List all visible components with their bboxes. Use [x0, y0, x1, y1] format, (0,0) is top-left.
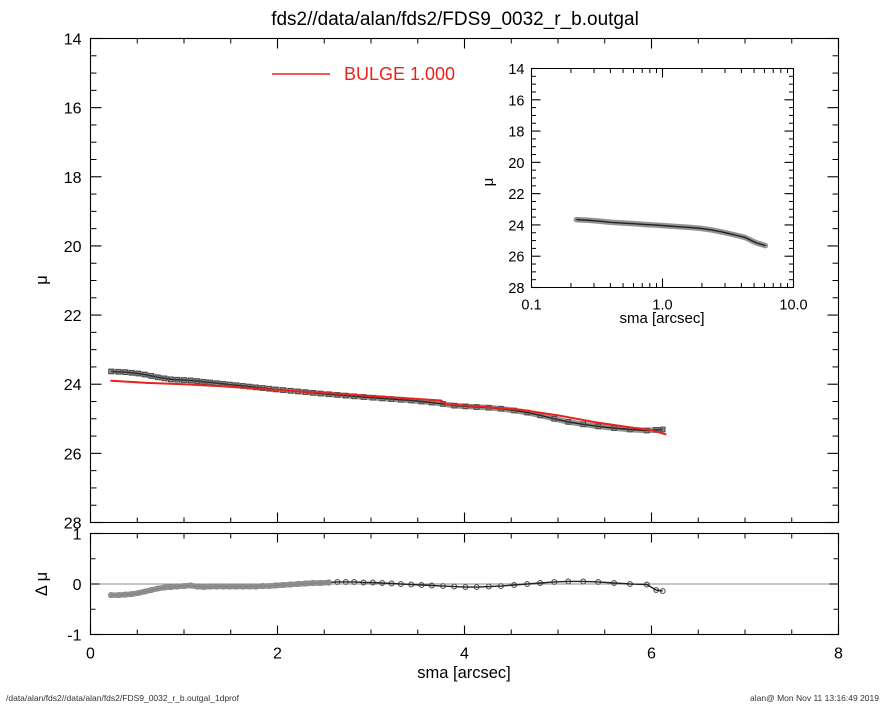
- inset-ytick-label: 18: [508, 125, 524, 141]
- data-point-marker: [128, 369, 135, 376]
- residual-xtick-label: 0: [86, 646, 95, 663]
- main-ytick-label: 22: [64, 308, 82, 325]
- data-point-marker: [551, 415, 558, 422]
- data-point-marker: [253, 384, 259, 391]
- main-ytick-label: 16: [64, 101, 82, 118]
- inset-panel-tick-labels: 14 16 18 20 22 24 26 280.1 1.0 10.0: [508, 62, 807, 314]
- inset-ytick-label: 14: [508, 62, 524, 78]
- page-title: fds2//data/alan/fds2/FDS9_0032_r_b.outga…: [271, 9, 639, 30]
- main-ytick-label: 14: [64, 32, 82, 49]
- main-ytick-label: 18: [64, 170, 82, 187]
- inset-ytick-label: 28: [508, 281, 524, 297]
- residual-xtick-label: 8: [834, 646, 843, 663]
- residual-y-axis-label: Δ μ: [33, 572, 51, 596]
- data-point-marker: [108, 368, 114, 375]
- main-y-axis-label: μ: [33, 275, 51, 285]
- residual-panel-ticks: [89, 532, 840, 636]
- residual-xtick-label: 2: [273, 646, 282, 663]
- data-point-marker: [122, 369, 128, 375]
- data-point-marker: [181, 377, 187, 383]
- data-point-marker: [154, 374, 161, 381]
- residual-xtick-label: 6: [647, 646, 656, 663]
- main-ytick-label: 26: [64, 446, 82, 463]
- data-point-marker: [580, 421, 587, 428]
- inset-x-axis-label: sma [arcsec]: [619, 310, 704, 327]
- inset-ytick-label: 24: [508, 218, 524, 234]
- inset-panel: 14 16 18 20 22 24 26 280.1 1.0 10.0 μ sma [arcsec…: [480, 62, 808, 327]
- main-panel: 14 16 18 20 22 24 26 28 μ: [33, 32, 840, 533]
- main-ytick-label: 24: [64, 377, 82, 394]
- data-point-marker: [595, 423, 602, 430]
- data-point-marker: [174, 376, 181, 383]
- data-point-marker: [187, 377, 194, 384]
- residual-xtick-label: 4: [460, 646, 469, 663]
- residual-panel-tick-labels: -1 0 1 0 2 4 6 8: [67, 527, 843, 663]
- inset-panel-ticks: [530, 67, 795, 289]
- data-point-marker: [511, 407, 517, 414]
- data-point-marker: [200, 378, 207, 385]
- inset-ytick-label: 22: [508, 187, 524, 203]
- inset-ytick-label: 16: [508, 93, 524, 109]
- data-point-marker: [115, 368, 122, 375]
- inset-ytick-label: 20: [508, 156, 524, 172]
- main-ytick-label: 20: [64, 239, 82, 256]
- residual-error-band: [108, 579, 332, 598]
- inset-ytick-label: 26: [508, 250, 524, 266]
- footer-user-timestamp: alan@ Mon Nov 11 13:16:49 2019: [750, 693, 879, 703]
- inset-xtick-label: 1.0: [652, 298, 672, 314]
- data-point-marker: [565, 419, 572, 425]
- inset-data-curve: [576, 218, 766, 247]
- residual-ytick-label: -1: [67, 628, 81, 645]
- data-point-marker: [659, 426, 666, 433]
- data-point-marker: [135, 370, 142, 377]
- legend: BULGE 1.000: [272, 64, 455, 84]
- data-point-marker: [168, 376, 174, 383]
- data-point-marker: [148, 373, 155, 379]
- residual-panel: -1 0 1 0 2 4 6 8 Δ μ sma [arcsec]: [33, 527, 843, 683]
- footer-path: /data/alan/fds2//data/alan/fds2/FDS9_003…: [6, 693, 240, 703]
- data-point-marker: [194, 378, 200, 384]
- legend-item-bulge: BULGE 1.000: [344, 64, 455, 84]
- main-panel-ticks: [89, 37, 840, 524]
- data-point-marker: [141, 371, 148, 378]
- inset-y-axis-label: μ: [480, 178, 497, 187]
- inset-panel-frame: [531, 68, 794, 288]
- main-panel-tick-labels: 14 16 18 20 22 24 26 28: [64, 32, 82, 533]
- data-point-marker: [161, 375, 168, 382]
- residual-ytick-label: 1: [73, 527, 82, 544]
- inset-xtick-label: 10.0: [779, 298, 807, 314]
- residual-ytick-label: 0: [73, 577, 82, 594]
- bulge-fit-line: [110, 379, 667, 436]
- main-ytick-label: 28: [64, 516, 82, 533]
- inset-xtick-label: 0.1: [521, 298, 541, 314]
- data-point-marker: [342, 392, 349, 399]
- residual-x-axis-label: sma [arcsec]: [417, 664, 511, 682]
